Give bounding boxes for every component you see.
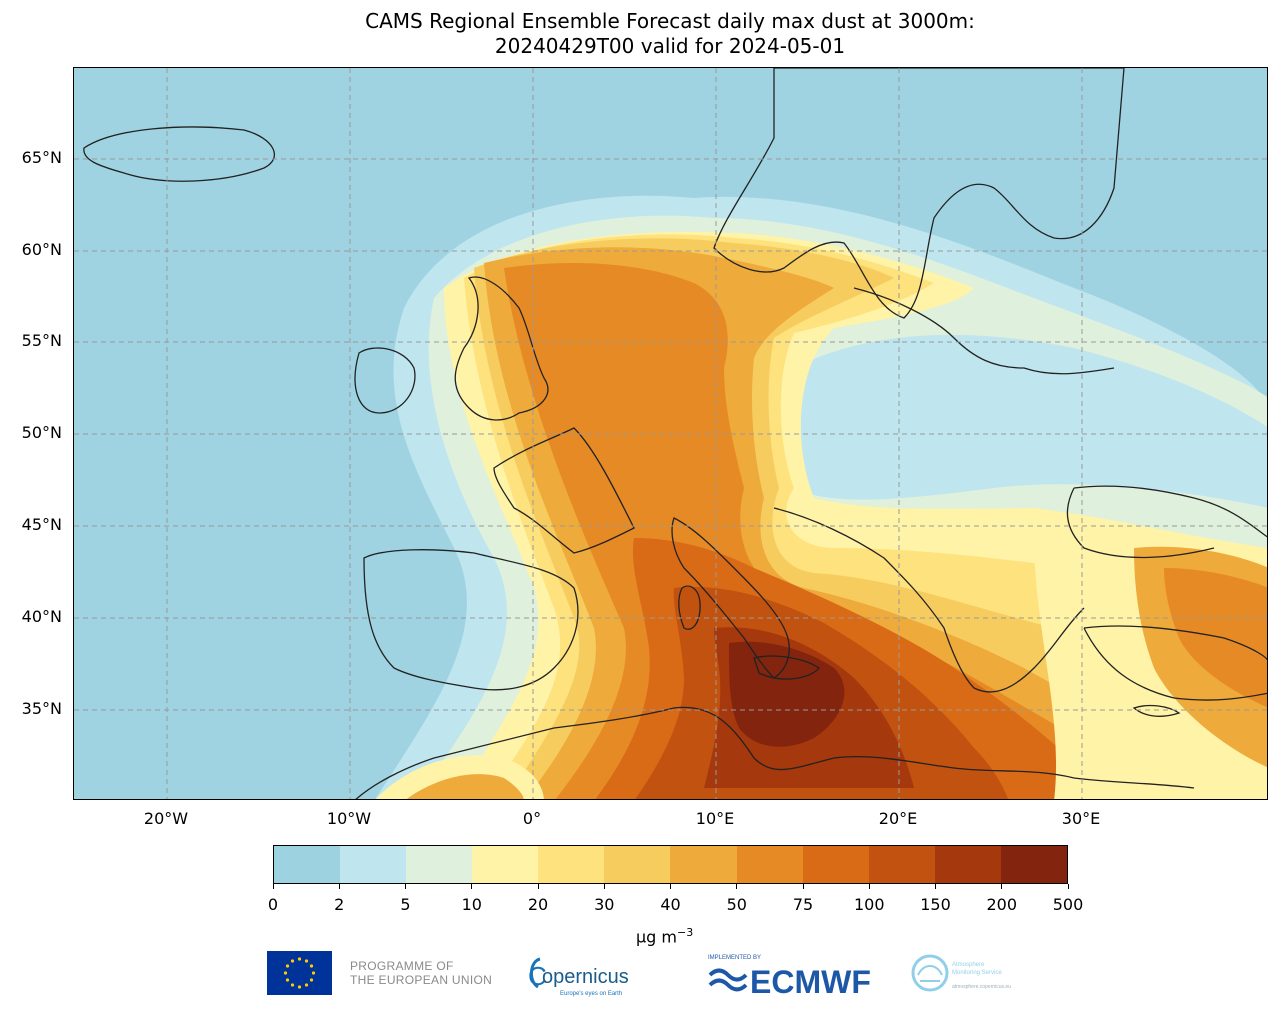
lon-label-30e: 30°E	[1061, 809, 1101, 828]
colorbar-tick-label: 2	[334, 895, 345, 914]
colorbar-tick-label: 5	[400, 895, 411, 914]
dust-plume-africa-50	[406, 774, 524, 799]
dust-plume-east-75	[1164, 568, 1267, 708]
colorbar-tick-label: 75	[792, 895, 814, 914]
colorbar-segment	[802, 846, 869, 883]
colorbar-segment	[274, 846, 341, 883]
colorbar-tickmark	[935, 884, 936, 889]
lat-label-55n: 55°N	[21, 331, 62, 350]
ecmwf-logo: IMPLEMENTED BY ECMWF	[706, 949, 886, 1000]
ecmwf-implemented-by: IMPLEMENTED BY	[708, 955, 761, 961]
colorbar-tickmark	[537, 884, 539, 889]
colorbar-segment	[472, 846, 539, 883]
colorbar-tickmark	[736, 884, 738, 889]
ecmwf-wordmark: ECMWF	[750, 964, 871, 999]
colorbar-tick-label: 30	[594, 895, 615, 914]
gridlines	[74, 68, 1267, 799]
black-sea-coast	[1066, 485, 1267, 559]
colorbar-tickmark	[603, 884, 605, 889]
colorbar-units: µg m−3	[636, 926, 693, 946]
colorbar-tickmark	[1067, 884, 1069, 889]
cams-line-3: atmosphere.copernicus.eu	[952, 984, 1011, 990]
copernicus-subtext: Europe's eyes on Earth	[560, 991, 622, 997]
clear-air-central-europe	[779, 334, 1267, 508]
lat-label-45n: 45°N	[21, 515, 62, 534]
cams-line-1: Atmosphere	[952, 962, 985, 968]
eu-line-1: PROGRAMME OF	[350, 959, 454, 973]
colorbar-segment	[538, 846, 605, 883]
colorbar-tickmark	[405, 884, 406, 889]
north-africa-coast	[355, 706, 1195, 799]
cams-line-2: Monitoring Service	[952, 970, 1002, 976]
copernicus-c: C	[528, 961, 547, 991]
colorbar-segment	[340, 846, 407, 883]
turkey-coast	[1083, 625, 1267, 701]
copernicus-logo: C opernicus Europe's eyes on Earth	[526, 953, 651, 999]
colorbar-tick-label: 100	[853, 895, 885, 914]
colorbar-segment	[868, 846, 935, 883]
lat-label-60n: 60°N	[21, 240, 62, 259]
colorbar	[273, 845, 1068, 884]
iceland-coast	[83, 126, 276, 182]
copernicus-wordmark: opernicus	[542, 966, 629, 988]
colorbar-segment	[934, 846, 1001, 883]
lon-label-20e: 20°E	[878, 809, 918, 828]
lon-label-20w: 20°W	[143, 809, 189, 828]
eu-programme-text: PROGRAMME OF THE EUROPEAN UNION	[350, 959, 492, 987]
ecmwf-waves-icon	[708, 968, 748, 992]
units-text: µg m	[636, 927, 678, 947]
title-line-1: CAMS Regional Ensemble Forecast daily ma…	[365, 9, 975, 33]
colorbar-tickmark	[272, 884, 274, 889]
colorbar-tick-label: 20	[527, 895, 549, 914]
map-title: CAMS Regional Ensemble Forecast daily ma…	[0, 9, 1280, 59]
dust-map	[73, 67, 1268, 800]
cams-logo: Atmosphere Monitoring Service atmosphere…	[910, 951, 1040, 997]
lon-label-10w: 10°W	[326, 809, 372, 828]
colorbar-segment	[604, 846, 671, 883]
ireland-coast	[354, 347, 416, 414]
eu-line-2: THE EUROPEAN UNION	[350, 973, 493, 987]
colorbar-tick-label: 200	[986, 895, 1018, 914]
lon-label-10e: 10°E	[695, 809, 735, 828]
colorbar-segment	[670, 846, 737, 883]
colorbar-segment	[406, 846, 473, 883]
lat-label-35n: 35°N	[21, 699, 62, 718]
colorbar-tickmark	[471, 884, 473, 889]
scandinavia-coast	[713, 68, 1125, 319]
colorbar-tick-label: 500	[1052, 895, 1084, 914]
sardinia-coast	[678, 585, 701, 630]
cyprus-coast	[1132, 704, 1181, 717]
sicily-coast	[753, 655, 820, 680]
iberia-coast	[363, 549, 579, 691]
balkans-coast	[773, 507, 1085, 693]
units-exponent: −3	[677, 926, 694, 939]
map-canvas	[74, 68, 1267, 799]
lat-label-50n: 50°N	[21, 423, 62, 442]
colorbar-tick-label: 50	[726, 895, 747, 914]
footer-logos: PROGRAMME OF THE EUROPEAN UNION C operni…	[0, 945, 1280, 1005]
colorbar-tickmark	[338, 884, 340, 889]
lat-label-65n: 65°N	[21, 148, 62, 167]
lon-label-0: 0°	[522, 809, 542, 828]
france-coast	[493, 427, 635, 554]
colorbar-tickmark	[868, 884, 870, 889]
lat-label-40n: 40°N	[21, 607, 62, 626]
colorbar-tick-label: 0	[267, 895, 279, 914]
colorbar-tickmark	[802, 884, 804, 889]
eu-flag-icon	[267, 951, 332, 995]
colorbar-tickmark	[670, 884, 671, 889]
title-line-2: 20240429T00 valid for 2024-05-01	[494, 34, 846, 58]
colorbar-tick-label: 40	[660, 895, 681, 914]
colorbar-tick-label: 150	[920, 895, 951, 914]
coastlines	[83, 68, 1267, 799]
baltic-coast	[853, 287, 1115, 375]
colorbar-segment	[736, 846, 803, 883]
colorbar-tick-label: 10	[461, 895, 482, 914]
colorbar-segment	[1000, 846, 1067, 883]
uk-coast	[454, 276, 549, 421]
colorbar-tickmark	[1001, 884, 1003, 889]
